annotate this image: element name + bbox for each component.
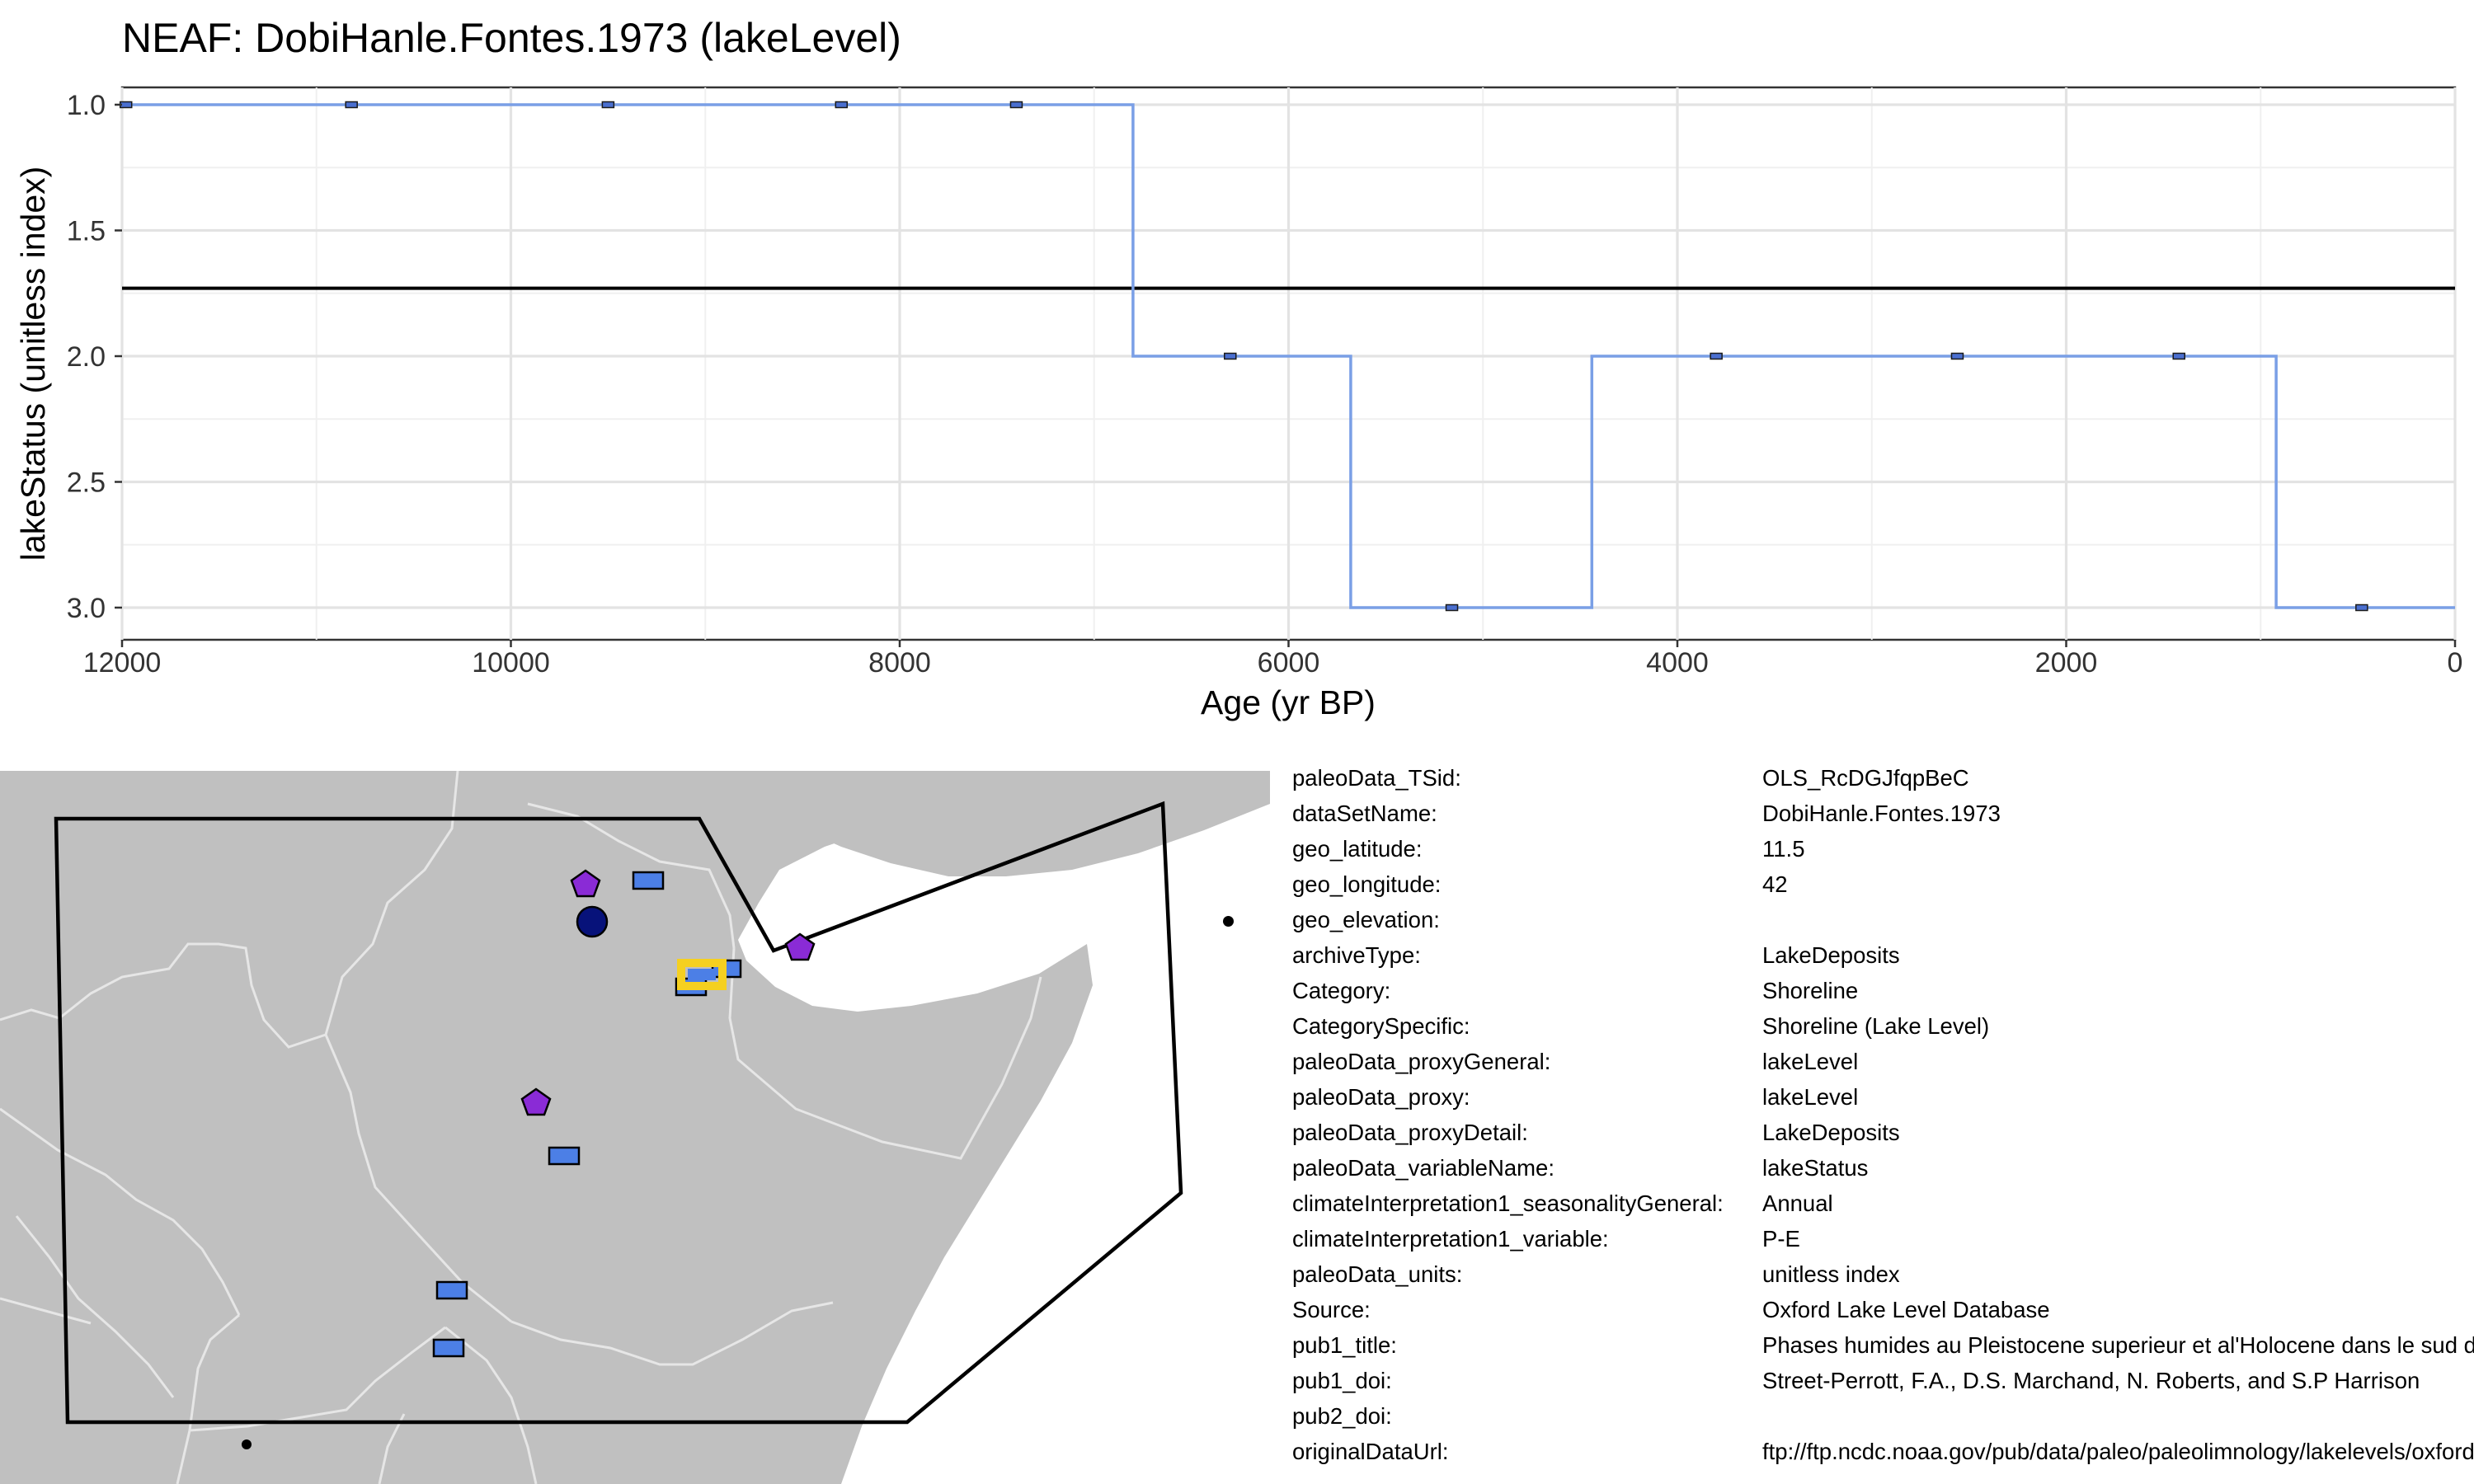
rect-site-marker xyxy=(435,1280,468,1300)
x-tick-label: 8000 xyxy=(868,647,931,679)
x-tick-label: 12000 xyxy=(83,647,162,679)
data-point xyxy=(1009,101,1023,109)
metadata-key: paleoData_TSid: xyxy=(1292,765,1461,791)
data-point xyxy=(835,101,849,109)
y-tick-label: 1.0 xyxy=(67,90,106,121)
metadata-value: 11.5 xyxy=(1762,836,1805,862)
metadata-value: unitless index xyxy=(1762,1261,1900,1287)
metadata-key: climateInterpretation1_variable: xyxy=(1292,1226,1609,1252)
metadata-value: lakeLevel xyxy=(1762,1084,1859,1110)
series-line-group xyxy=(122,103,2455,609)
metadata-value: Phases humides au Pleistocene superieur … xyxy=(1762,1332,2474,1358)
metadata-value: Annual xyxy=(1762,1190,1833,1216)
x-tick-label: 6000 xyxy=(1258,647,1320,679)
metadata-key: climateInterpretation1_seasonalityGenera… xyxy=(1292,1190,1724,1216)
data-point xyxy=(2172,352,2185,360)
metadata-value: 42 xyxy=(1762,871,1788,897)
y-tick-label: 3.0 xyxy=(67,593,106,624)
data-point xyxy=(1445,603,1459,612)
land-arabia xyxy=(734,771,1270,876)
metadata-value: lakeStatus xyxy=(1762,1155,1869,1181)
x-tick-label: 0 xyxy=(2448,647,2463,679)
metadata-key: paleoData_proxyGeneral: xyxy=(1292,1049,1551,1074)
data-point xyxy=(1950,352,1964,360)
y-tick-label: 2.5 xyxy=(67,467,106,499)
site-map xyxy=(0,771,1270,1484)
data-point xyxy=(601,101,615,109)
pentagon-site-marker xyxy=(570,869,601,898)
y-axis-ticks: 1.0 1.5 2.0 2.5 3.0 xyxy=(67,90,122,624)
circle-site-marker xyxy=(576,905,609,938)
metadata-key: originalDataUrl: xyxy=(1292,1439,1449,1464)
metadata-key: archiveType: xyxy=(1292,942,1421,968)
x-tick-label: 4000 xyxy=(1646,647,1709,679)
rect-site-marker xyxy=(548,1146,581,1166)
metadata-key: paleoData_units: xyxy=(1292,1261,1463,1287)
metadata-key: pub1_title: xyxy=(1292,1332,1397,1358)
land-africa xyxy=(0,771,1130,1484)
metadata-key: paleoData_variableName: xyxy=(1292,1155,1554,1181)
y-tick-label: 2.0 xyxy=(67,341,106,373)
metadata-key: paleoData_proxyDetail: xyxy=(1292,1120,1528,1145)
x-axis-ticks: 12000 10000 8000 6000 4000 2000 0 xyxy=(83,640,2463,679)
series-step-line xyxy=(122,103,2455,609)
point-marker xyxy=(242,1439,252,1449)
pentagon-site-marker xyxy=(784,932,816,961)
grid-lines xyxy=(120,87,2457,640)
metadata-key: pub2_doi: xyxy=(1292,1403,1392,1429)
metadata-key: paleoData_proxy: xyxy=(1292,1084,1470,1110)
data-point xyxy=(345,101,358,109)
data-point xyxy=(1224,352,1237,360)
rect-site-marker xyxy=(632,871,665,890)
metadata-key: geo_elevation: xyxy=(1292,907,1440,932)
x-tick-label: 10000 xyxy=(472,647,550,679)
metadata-key: Source: xyxy=(1292,1297,1371,1322)
chart-title: NEAF: DobiHanle.Fontes.1973 (lakeLevel) xyxy=(122,15,901,61)
metadata-key: CategorySpecific: xyxy=(1292,1013,1470,1039)
metadata-key: geo_latitude: xyxy=(1292,836,1423,862)
x-axis-title: Age (yr BP) xyxy=(1201,683,1376,721)
y-axis-title: lakeStatus (unitless index) xyxy=(14,167,52,561)
metadata-value: lakeLevel xyxy=(1762,1049,1859,1074)
region-polygon xyxy=(54,801,1183,1425)
metadata-key: dataSetName: xyxy=(1292,801,1437,826)
selected-site-highlight xyxy=(677,959,727,990)
map-markers xyxy=(242,869,816,1449)
y-tick-label: 1.5 xyxy=(67,216,106,247)
metadata-key: pub1_doi: xyxy=(1292,1368,1392,1393)
metadata-value: Shoreline (Lake Level) xyxy=(1762,1013,1990,1039)
metadata-value: P-E xyxy=(1762,1226,1800,1252)
metadata-value: DobiHanle.Fontes.1973 xyxy=(1762,801,2001,826)
metadata-value: LakeDeposits xyxy=(1762,1120,1900,1145)
metadata-table: paleoData_TSid: OLS_RcDGJfqpBeC dataSetNam… xyxy=(1292,760,2474,1484)
metadata-value: ftp://ftp.ncdc.noaa.gov/pub/data/paleo/p… xyxy=(1762,1439,2474,1464)
pentagon-site-marker xyxy=(520,1087,552,1116)
metadata-value: OLS_RcDGJfqpBeC xyxy=(1762,765,1969,791)
metadata-value: Street-Perrott, F.A., D.S. Marchand, N. … xyxy=(1762,1368,2420,1393)
selected-site-marker xyxy=(688,969,716,980)
country-borders xyxy=(0,771,1042,1484)
metadata-key: Category: xyxy=(1292,978,1391,1003)
x-tick-label: 2000 xyxy=(2035,647,2098,679)
lake-level-chart: NEAF: DobiHanle.Fontes.1973 (lakeLevel) … xyxy=(14,15,2463,721)
data-point xyxy=(2355,603,2368,612)
rect-site-marker xyxy=(432,1338,465,1358)
metadata-value: LakeDeposits xyxy=(1762,942,1900,968)
metadata-value: Shoreline xyxy=(1762,978,1859,1003)
metadata-value: Oxford Lake Level Database xyxy=(1762,1297,2050,1322)
data-point xyxy=(1710,352,1723,360)
metadata-key: geo_longitude: xyxy=(1292,871,1442,897)
legend-dot xyxy=(1223,916,1234,927)
